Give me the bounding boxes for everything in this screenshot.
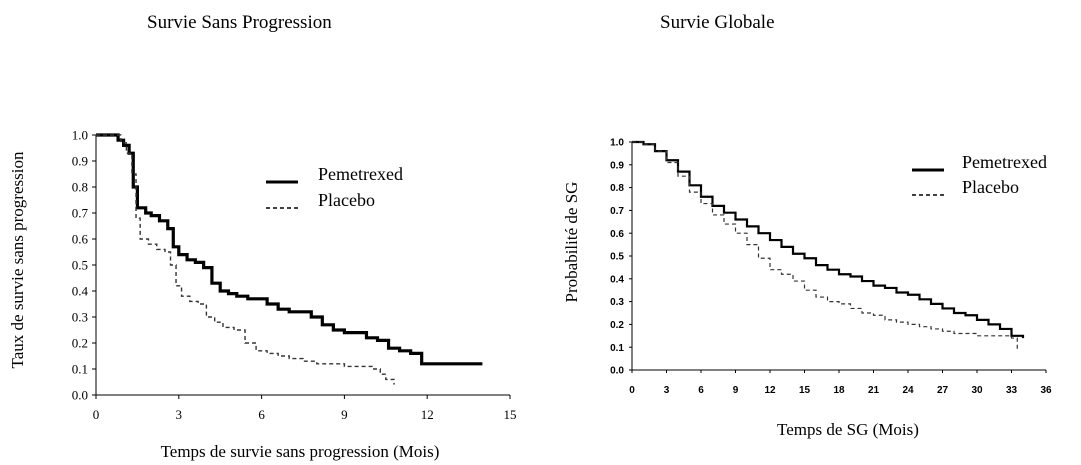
x-tick-label: 24 bbox=[902, 385, 914, 396]
x-tick-label: 6 bbox=[258, 407, 265, 422]
y-tick-label: 0.0 bbox=[72, 388, 88, 403]
x-tick-label: 0 bbox=[629, 385, 635, 396]
x-tick-label: 9 bbox=[733, 385, 739, 396]
series-line-pemetrexed bbox=[96, 133, 483, 366]
y-tick-label: 0.5 bbox=[610, 252, 624, 263]
x-tick-label: 12 bbox=[764, 385, 776, 396]
y-tick-label: 0.6 bbox=[610, 229, 624, 240]
y-tick-label: 0.9 bbox=[610, 160, 624, 171]
x-tick-label: 30 bbox=[971, 385, 983, 396]
y-axis-label: Probabilité de SG bbox=[562, 182, 581, 303]
x-axis-label: Temps de SG (Mois) bbox=[777, 420, 919, 439]
y-tick-label: 0.4 bbox=[610, 274, 624, 285]
y-tick-label: 0.5 bbox=[72, 258, 88, 273]
series-line-placebo bbox=[632, 141, 1018, 352]
chart-os: 0 3 6 9 12 15 18 21 24 27 30 33 360.00.10.20.30.40.5… bbox=[562, 138, 1052, 439]
y-axis-label: Taux de survie sans progression bbox=[8, 151, 27, 368]
y-tick-label: 0.1 bbox=[610, 343, 624, 354]
chart-title-os: Survie Globale bbox=[660, 12, 775, 33]
y-tick-label: 0.6 bbox=[72, 232, 89, 247]
y-tick-label: 1.0 bbox=[72, 128, 88, 143]
y-tick-label: 0.7 bbox=[72, 206, 89, 221]
y-tick-label: 0.3 bbox=[72, 310, 88, 325]
x-tick-label: 3 bbox=[664, 385, 670, 396]
x-tick-label: 33 bbox=[1006, 385, 1018, 396]
y-tick-label: 0.8 bbox=[72, 180, 88, 195]
x-tick-label: 6 bbox=[698, 385, 704, 396]
y-tick-label: 0.0 bbox=[610, 366, 624, 377]
x-tick-label: 0 bbox=[93, 407, 100, 422]
x-tick-label: 15 bbox=[799, 385, 811, 396]
x-tick-label: 18 bbox=[833, 385, 845, 396]
x-tick-label: 12 bbox=[421, 407, 434, 422]
x-tick-label: 15 bbox=[504, 407, 517, 422]
y-tick-label: 0.9 bbox=[72, 154, 88, 169]
legend-label-pemetrexed: Pemetrexed bbox=[962, 152, 1047, 172]
series-line-pemetrexed bbox=[632, 140, 1025, 339]
y-tick-label: 1.0 bbox=[610, 138, 624, 149]
series-line-placebo bbox=[96, 134, 395, 385]
legend-label-placebo: Placebo bbox=[318, 190, 375, 210]
x-tick-label: 21 bbox=[868, 385, 880, 396]
x-axis-label: Temps de survie sans progression (Mois) bbox=[161, 442, 440, 461]
x-tick-label: 9 bbox=[341, 407, 348, 422]
x-tick-label: 36 bbox=[1040, 385, 1052, 396]
x-tick-label: 27 bbox=[937, 385, 949, 396]
chart-pfs: 0 3 6 9 12 15 0.0 0.1 0.2 0.3 0.4 0.5 0.6 0.7 0.8 0.9 1.… bbox=[8, 128, 517, 461]
y-tick-label: 0.7 bbox=[610, 206, 624, 217]
x-tick-label: 3 bbox=[176, 407, 183, 422]
chart-title-pfs: Survie Sans Progression bbox=[147, 12, 332, 33]
y-tick-label: 0.2 bbox=[72, 336, 88, 351]
y-tick-label: 0.8 bbox=[610, 183, 624, 194]
legend-label-placebo: Placebo bbox=[962, 177, 1019, 197]
y-tick-label: 0.1 bbox=[72, 362, 88, 377]
y-tick-label: 0.4 bbox=[72, 284, 89, 299]
y-tick-label: 0.2 bbox=[610, 320, 624, 331]
legend-label-pemetrexed: Pemetrexed bbox=[318, 164, 403, 184]
y-tick-label: 0.3 bbox=[610, 297, 624, 308]
